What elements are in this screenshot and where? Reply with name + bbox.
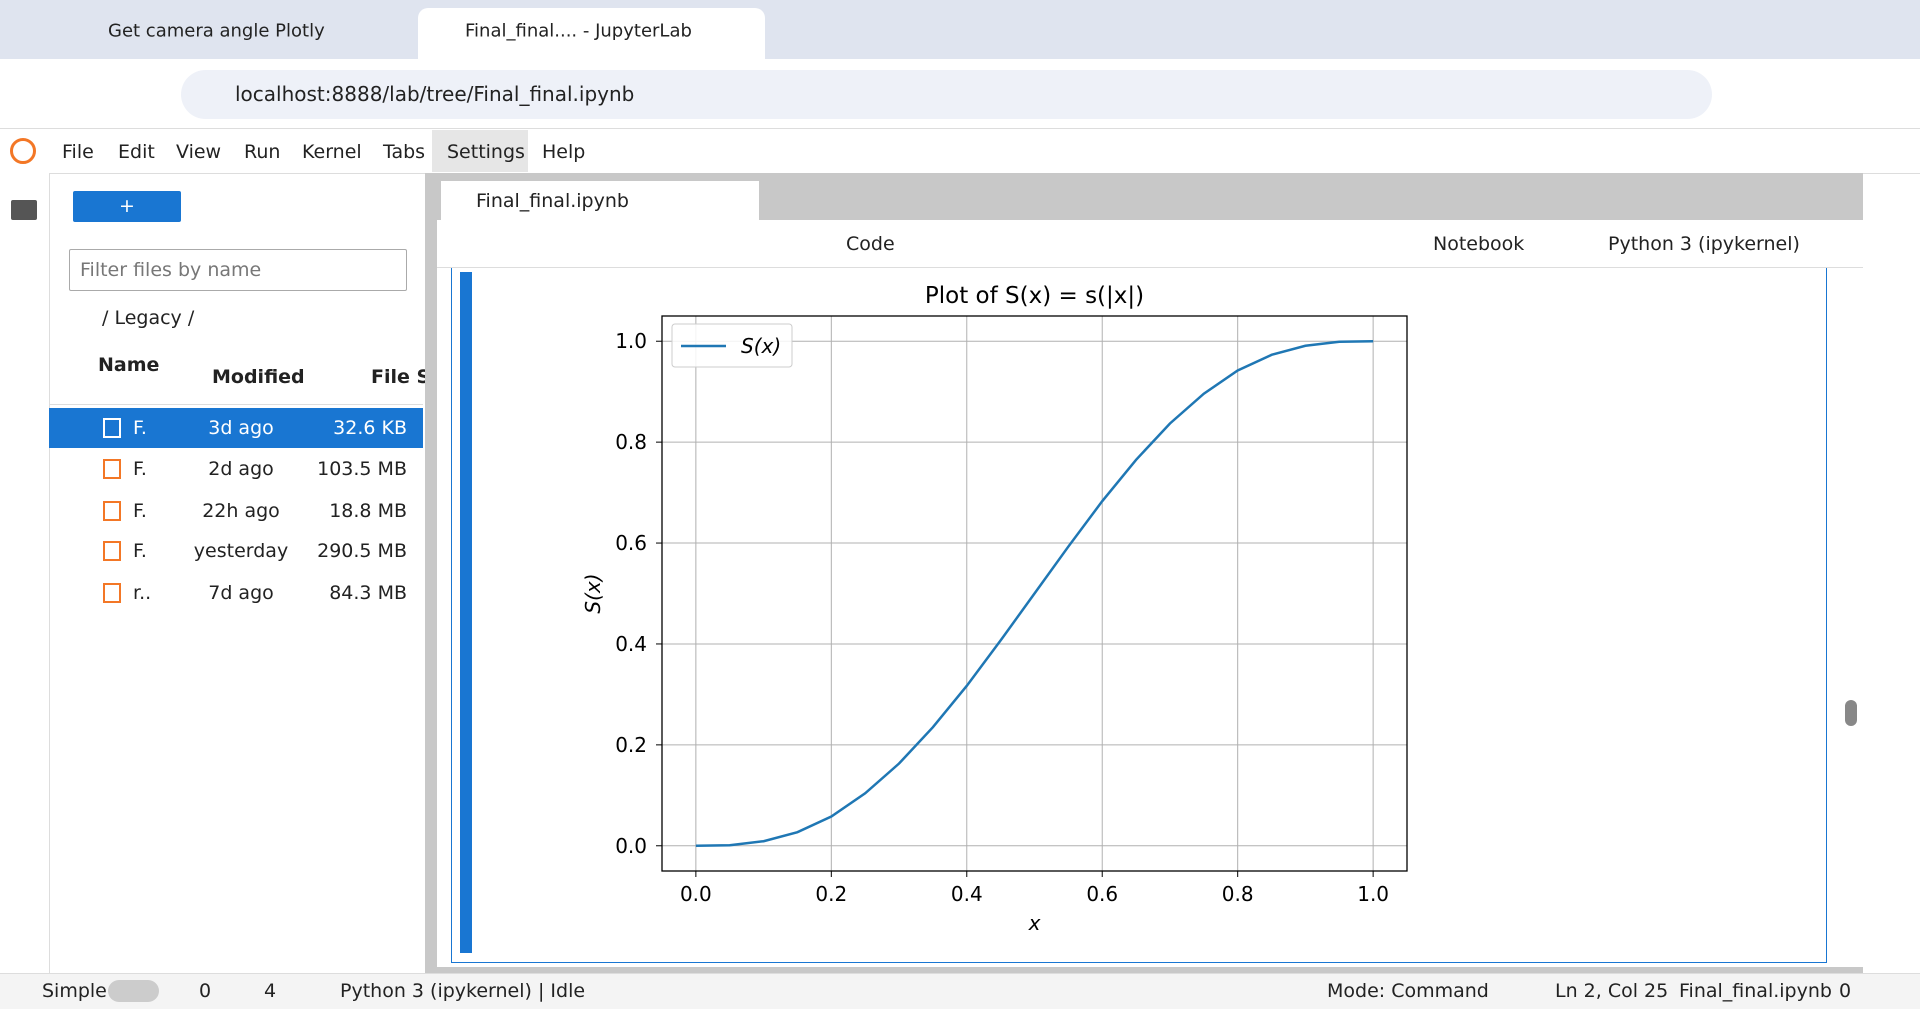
folder-icon[interactable]	[11, 200, 37, 220]
column-header[interactable]: Name	[98, 354, 160, 376]
header-rule	[49, 404, 423, 405]
file-cell[interactable]: F.	[133, 500, 147, 522]
tab-title[interactable]: Get camera angle Plotly	[108, 20, 325, 42]
breadcrumb[interactable]: / Legacy /	[102, 307, 195, 329]
file-cell[interactable]: 2d ago	[208, 458, 274, 480]
tab-title[interactable]: Final_final.... - JupyterLab	[465, 20, 692, 42]
status-text: Final_final.ipynb	[1679, 980, 1832, 1002]
file-cell[interactable]: 32.6 KB	[333, 417, 407, 439]
kernel-name[interactable]: Python 3 (ipykernel)	[1608, 233, 1800, 255]
notebook-toolbar	[437, 220, 1863, 268]
menu-item[interactable]: View	[176, 141, 222, 163]
new-launcher-button[interactable]: +	[73, 191, 181, 222]
cell[interactable]	[451, 268, 1827, 963]
cell-type[interactable]: Code	[846, 233, 895, 255]
url[interactable]: localhost:8888/lab/tree/Final_final.ipyn…	[235, 82, 635, 106]
notebook-icon	[103, 459, 121, 479]
status-text: 0	[1839, 980, 1852, 1002]
simple-toggle[interactable]	[108, 980, 159, 1002]
notebook-icon	[103, 583, 121, 603]
status-text: 4	[264, 980, 277, 1002]
menu-item[interactable]: Kernel	[302, 141, 362, 163]
notebook-icon	[103, 541, 121, 561]
status-text: Ln 2, Col 25	[1555, 980, 1669, 1002]
file-cell[interactable]: 22h ago	[202, 500, 280, 522]
menu-item[interactable]: Tabs	[383, 141, 426, 163]
cell-collapser[interactable]	[460, 272, 472, 953]
status-text: Simple	[42, 980, 107, 1002]
menu-item[interactable]: Settings	[447, 141, 525, 163]
file-cell[interactable]: 7d ago	[208, 582, 274, 604]
notebook-label[interactable]: Notebook	[1433, 233, 1525, 255]
scrollbar-thumb[interactable]	[1845, 700, 1857, 726]
column-header[interactable]: Modified	[212, 366, 305, 388]
menu-bar	[0, 129, 1920, 174]
tab-strip	[0, 0, 1920, 59]
active-tab[interactable]	[418, 8, 765, 59]
selected-row[interactable]	[49, 408, 423, 448]
menu-item[interactable]: Run	[244, 141, 281, 163]
file-cell[interactable]: 103.5 MB	[317, 458, 407, 480]
file-cell[interactable]: yesterday	[193, 540, 289, 562]
file-cell[interactable]: 3d ago	[208, 417, 274, 439]
menu-item[interactable]: File	[62, 141, 94, 163]
menu-item[interactable]: Help	[542, 141, 586, 163]
file-cell[interactable]: F.	[133, 458, 147, 480]
notebook-icon	[103, 418, 121, 438]
status-text: Mode: Command	[1327, 980, 1489, 1002]
notebook-tab-title[interactable]: Final_final.ipynb	[476, 190, 629, 212]
status-bar	[0, 973, 1920, 1009]
menu-highlight	[432, 130, 528, 172]
status-text: Python 3 (ipykernel) | Idle	[340, 980, 586, 1002]
activity-bar	[0, 173, 50, 973]
address-bar[interactable]	[181, 70, 1712, 119]
notebook-icon	[103, 501, 121, 521]
file-cell[interactable]: 18.8 MB	[329, 500, 407, 522]
notebook-tab[interactable]	[441, 181, 759, 220]
file-cell[interactable]: r..	[133, 582, 152, 604]
filter-placeholder: Filter files by name	[80, 259, 262, 281]
column-header[interactable]: File Si	[371, 366, 437, 388]
file-cell[interactable]: F.	[133, 417, 147, 439]
file-cell[interactable]: F.	[133, 540, 147, 562]
jupyter-logo	[10, 138, 36, 164]
file-cell[interactable]: 290.5 MB	[317, 540, 407, 562]
file-cell[interactable]: 84.3 MB	[329, 582, 407, 604]
status-text: 0	[199, 980, 212, 1002]
menu-item[interactable]: Edit	[118, 141, 155, 163]
filter-input[interactable]	[69, 249, 407, 291]
